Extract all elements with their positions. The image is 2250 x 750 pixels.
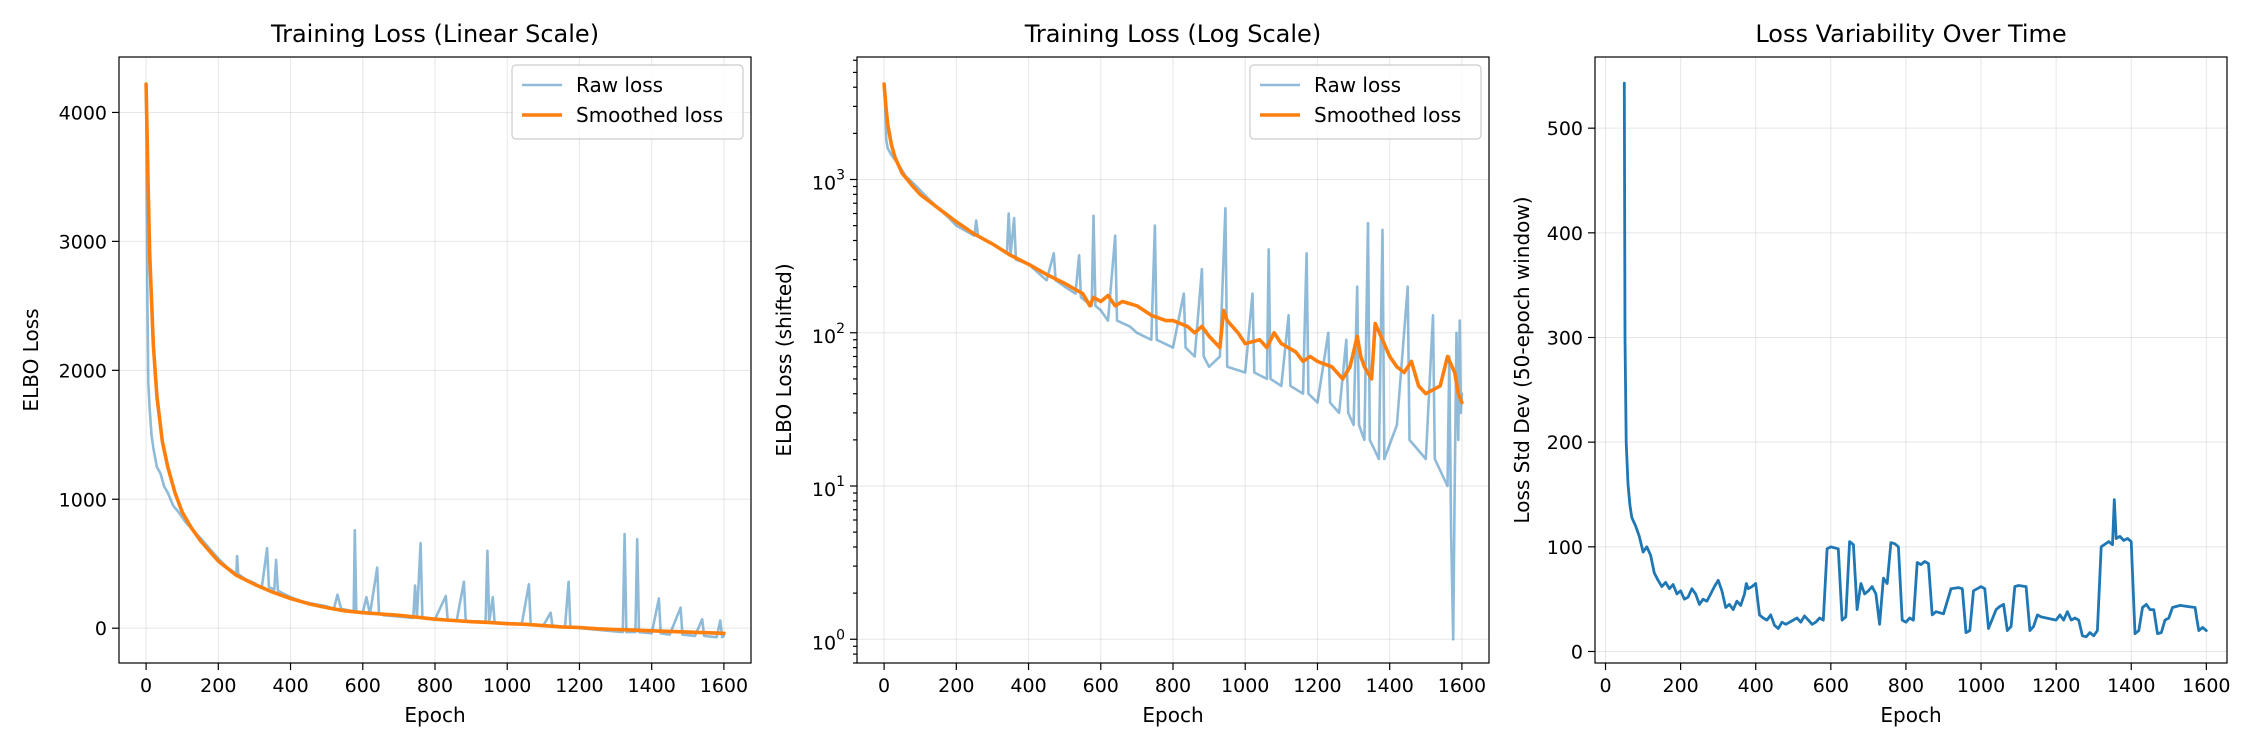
linear-plot-area (119, 57, 751, 663)
variability-x-tick-label: 1200 (2032, 675, 2080, 697)
linear-y-tick-label: 2000 (59, 360, 107, 382)
log-legend-box (1249, 64, 1482, 140)
variability-x-tick-label: 600 (1813, 675, 1849, 697)
variability-x-tick-label: 1400 (2107, 675, 2155, 697)
log-legend: Raw loss Smoothed loss (1249, 64, 1482, 140)
variability-x-tick-label: 1000 (1957, 675, 2005, 697)
linear-y-tick-label: 4000 (59, 102, 107, 124)
linear-x-tick-label: 400 (272, 675, 308, 697)
log-x-tick-label: 1200 (1293, 675, 1341, 697)
log-loss-panel: 0 200 400 600 800 1000 1200 1400 1600 100 101 102 10… (772, 20, 1490, 727)
variability-series-std-line (1622, 81, 2208, 639)
log-x-tick-label: 1000 (1221, 675, 1269, 697)
linear-y-tick-label: 1000 (59, 489, 107, 511)
log-y-tick-label: 102 (812, 321, 845, 348)
variability-x-tick-label: 800 (1888, 675, 1924, 697)
linear-x-tick-label: 200 (200, 675, 236, 697)
linear-legend-label-raw: Raw loss (576, 73, 663, 97)
linear-x-axis-label: Epoch (404, 703, 465, 727)
variability-y-tick-label: 500 (1547, 118, 1583, 140)
variability-y-tick-label: 0 (1571, 641, 1583, 663)
linear-y-axis-label: ELBO Loss (19, 308, 43, 411)
log-chart-title: Training Loss (Log Scale) (1024, 20, 1321, 48)
variability-axes-frame (1594, 56, 2228, 664)
log-x-tick-label: 600 (1083, 675, 1119, 697)
log-x-tick-label: 200 (938, 675, 974, 697)
variability-x-tick-label: 0 (1599, 675, 1611, 697)
variability-y-tick-label: 400 (1547, 223, 1583, 245)
variability-plot-area (1595, 57, 2227, 663)
variability-y-tick-label: 300 (1547, 327, 1583, 349)
linear-chart-title: Training Loss (Linear Scale) (270, 20, 599, 48)
variability-x-tick-label: 1600 (2182, 675, 2230, 697)
log-x-axis-label: Epoch (1142, 703, 1203, 727)
variability-y-axis-label: Loss Std Dev (50-epoch window) (1510, 196, 1534, 523)
variability-x-tick-label: 200 (1662, 675, 1698, 697)
variability-y-tick-label: 200 (1547, 432, 1583, 454)
log-y-tick-label: 101 (812, 474, 845, 501)
log-x-tick-label: 1400 (1366, 675, 1414, 697)
variability-y-tick-label: 100 (1547, 537, 1583, 559)
linear-x-tick-label: 800 (417, 675, 453, 697)
log-x-tick-label: 400 (1010, 675, 1046, 697)
log-y-axis-label: ELBO Loss (shifted) (772, 263, 796, 456)
linear-x-tick-label: 1400 (628, 675, 676, 697)
linear-x-tick-label: 1600 (700, 675, 748, 697)
variability-panel: 0 200 400 600 800 1000 1200 1400 1600 0 100 200 300 4… (1510, 20, 2231, 727)
log-y-tick-label: 103 (812, 168, 845, 195)
variability-x-axis-label: Epoch (1880, 703, 1941, 727)
log-legend-label-raw: Raw loss (1314, 73, 1401, 97)
variability-chart-title: Loss Variability Over Time (1755, 20, 2066, 48)
linear-series-smoothed-line (144, 82, 726, 636)
log-series-smoothed-line (882, 82, 1464, 405)
log-x-tick-label: 0 (878, 675, 890, 697)
linear-x-tick-label: 1000 (483, 675, 531, 697)
linear-x-tick-label: 1200 (555, 675, 603, 697)
linear-x-tick-label: 0 (140, 675, 152, 697)
linear-legend: Raw loss Smoothed loss (511, 64, 744, 140)
linear-legend-label-smoothed: Smoothed loss (576, 103, 723, 127)
linear-x-tick-label: 600 (345, 675, 381, 697)
linear-y-tick-label: 3000 (59, 231, 107, 253)
linear-loss-panel: 0 200 400 600 800 1000 1200 1400 1600 0 1000 2000 30… (19, 20, 752, 727)
variability-x-tick-label: 400 (1738, 675, 1774, 697)
log-y-tick-label: 100 (812, 627, 845, 654)
linear-y-tick-label: 0 (95, 618, 107, 640)
log-x-tick-label: 1600 (1438, 675, 1486, 697)
log-legend-label-smoothed: Smoothed loss (1314, 103, 1461, 127)
log-x-tick-label: 800 (1155, 675, 1191, 697)
linear-legend-box (511, 64, 744, 140)
